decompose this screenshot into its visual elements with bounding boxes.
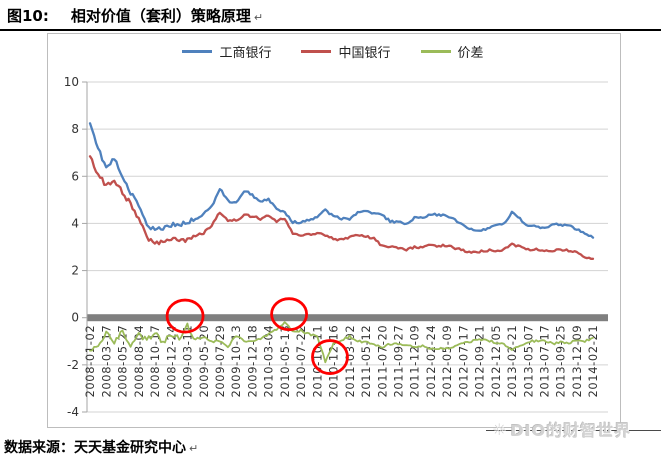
legend-item-icbc: 工商银行 xyxy=(182,42,271,61)
legend-line-icon xyxy=(182,50,213,53)
legend-line-icon xyxy=(420,50,451,53)
chart-legend: 工商银行 中国银行 价差 xyxy=(47,42,619,61)
legend-item-boc: 中国银行 xyxy=(301,42,391,61)
legend-label: 价差 xyxy=(457,46,484,61)
legend-line-icon xyxy=(301,50,332,53)
figure-number: 图10: xyxy=(7,7,49,25)
source-text: 数据来源：天天基金研究中心 xyxy=(4,440,186,456)
watermark-line xyxy=(486,430,661,431)
watermark: ☼ DIO的财智世界 xyxy=(492,417,631,441)
legend-label: 中国银行 xyxy=(338,46,391,61)
figure-title: 相对价值（套利）策略原理 xyxy=(70,7,251,25)
legend-item-spread: 价差 xyxy=(420,42,484,61)
figure-caption: 图10: 相对价值（套利）策略原理 ↵ xyxy=(7,5,263,26)
source-note: 数据来源：天天基金研究中心 ↵ xyxy=(4,437,198,457)
paragraph-return-icon: ↵ xyxy=(253,11,264,24)
watermark-sun-icon: ☼ xyxy=(492,419,507,439)
watermark-text: DIO的财智世界 xyxy=(510,421,632,440)
legend-label: 工商银行 xyxy=(219,46,272,61)
chart-frame xyxy=(47,33,621,428)
title-divider xyxy=(0,29,661,31)
paragraph-return-icon: ↵ xyxy=(189,442,199,455)
